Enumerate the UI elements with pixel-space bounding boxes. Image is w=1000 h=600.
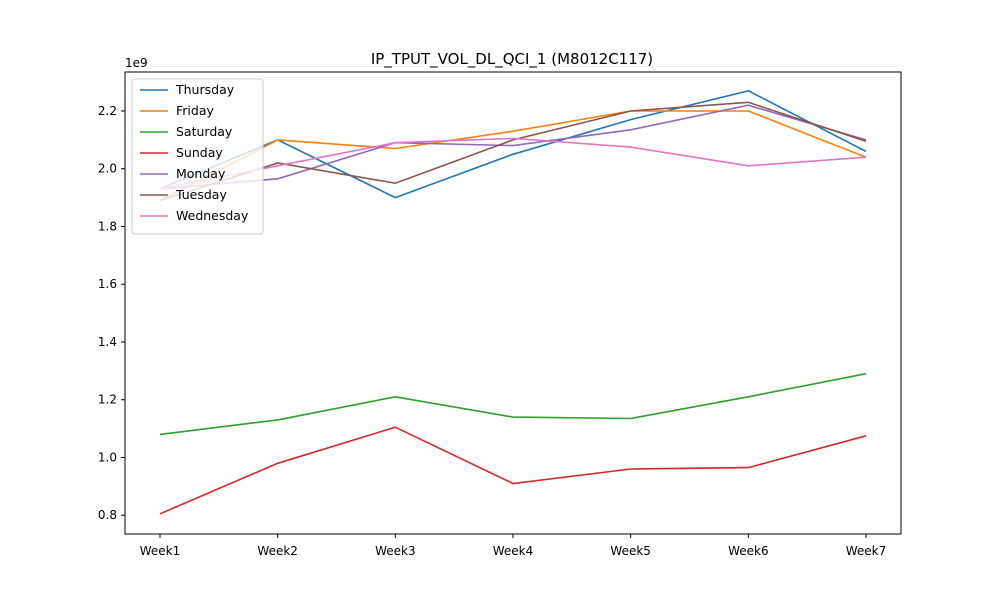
- y-tick-label: 1.2: [98, 393, 117, 407]
- x-tick-label: Week3: [375, 544, 416, 558]
- x-tick-label: Week7: [846, 544, 887, 558]
- y-tick-label: 1.8: [98, 219, 117, 233]
- legend: Thursday Friday Saturday Sunday Monday Tuesda…: [131, 78, 264, 235]
- chart-title: IP_TPUT_VOL_DL_QCI_1 (M8012C117): [371, 50, 653, 69]
- x-tick-label: Week5: [610, 544, 651, 558]
- series-line-wednesday: [159, 137, 867, 190]
- y-tick-label: 1.4: [98, 335, 117, 349]
- plot-lines: [159, 89, 867, 515]
- y-axis-offset-label: 1e9: [125, 56, 148, 70]
- x-tick-label: Week4: [493, 544, 534, 558]
- x-axis: Week1 Week2 Week3 Week4 Week5 Week6 Week7: [140, 534, 887, 558]
- series-line-saturday: [159, 372, 867, 436]
- legend-label-saturday: Saturday: [176, 124, 233, 139]
- y-tick-label: 1.6: [98, 277, 117, 291]
- x-tick-label: Week1: [140, 544, 181, 558]
- y-axis: 0.8 1.0 1.2 1.4 1.6 1.8 2.0 2.2: [98, 104, 125, 522]
- series-line-sunday: [159, 426, 867, 515]
- y-tick-label: 2.2: [98, 104, 117, 118]
- y-tick-label: 2.0: [98, 162, 117, 176]
- series-line-friday: [159, 110, 867, 202]
- legend-label-thursday: Thursday: [175, 82, 235, 97]
- legend-label-sunday: Sunday: [176, 145, 223, 160]
- legend-label-wednesday: Wednesday: [176, 208, 249, 223]
- y-tick-label: 1.0: [98, 450, 117, 464]
- y-tick-label: 0.8: [98, 508, 117, 522]
- series-line-tuesday: [159, 101, 867, 202]
- x-tick-label: Week6: [728, 544, 769, 558]
- legend-label-tuesday: Tuesday: [175, 187, 227, 202]
- series-line-monday: [159, 104, 867, 190]
- legend-label-friday: Friday: [176, 103, 214, 118]
- x-tick-label: Week2: [257, 544, 298, 558]
- legend-label-monday: Monday: [176, 166, 226, 181]
